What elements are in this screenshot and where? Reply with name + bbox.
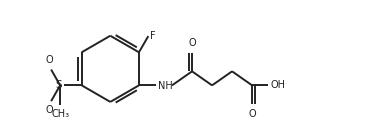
Text: NH: NH — [158, 81, 172, 91]
Text: O: O — [46, 55, 53, 65]
Text: OH: OH — [270, 80, 285, 90]
Text: CH₃: CH₃ — [51, 109, 69, 119]
Text: O: O — [46, 105, 53, 116]
Text: O: O — [188, 38, 196, 48]
Text: F: F — [151, 31, 156, 41]
Text: S: S — [55, 80, 61, 90]
Text: O: O — [248, 109, 256, 119]
